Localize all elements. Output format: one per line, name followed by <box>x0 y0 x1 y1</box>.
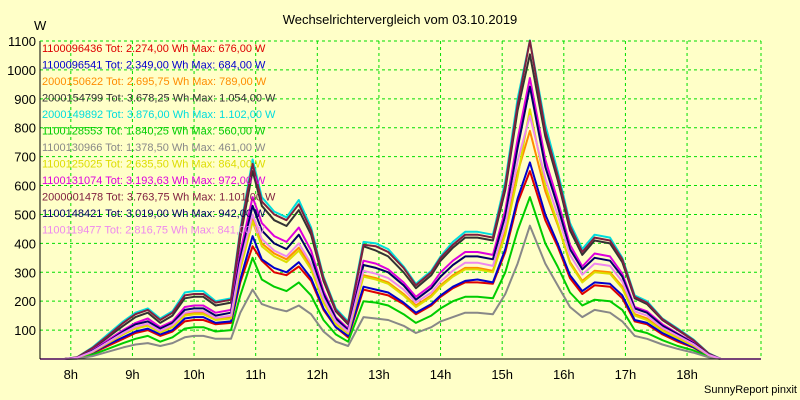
legend-entry-1100131074: 1100131074 Tot: 3.193,63 Wh Max: 972,00 … <box>42 175 266 187</box>
y-axis-label: W <box>34 18 47 33</box>
x-tick-label: 10h <box>183 367 205 382</box>
series-line-1100148421 <box>40 85 761 360</box>
x-tick-label: 15h <box>491 367 513 382</box>
legend-entry-1100125025: 1100125025 Tot: 2.635,50 Wh Max: 864,00 … <box>42 159 266 171</box>
y-tick-label: 800 <box>14 121 36 136</box>
series-line-1100125025 <box>40 108 761 360</box>
legend-entry-1100096436: 1100096436 Tot: 2.274,00 Wh Max: 676,00 … <box>42 43 266 55</box>
y-tick-label: 1000 <box>7 63 36 78</box>
legend-entry-2000154799: 2000154799 Tot: 3.678,25 Wh Max: 1.054,0… <box>42 93 276 105</box>
x-tick-label: 12h <box>306 367 328 382</box>
legend-entry-1100119477: 1100119477 Tot: 2.816,75 Wh Max: 841,00 … <box>42 225 265 237</box>
y-tick-label: 600 <box>14 179 36 194</box>
legend-entry-2000150622: 2000150622 Tot: 2.695,75 Wh Max: 789,00 … <box>42 76 267 88</box>
y-tick-label: 900 <box>14 92 36 107</box>
legend-entry-1100128553: 1100128553 Tot: 1.840,25 Wh Max: 560,00 … <box>42 126 266 138</box>
series-line-2000001478 <box>40 39 761 360</box>
x-tick-label: 14h <box>430 367 452 382</box>
y-tick-label: 100 <box>14 323 36 338</box>
series-line-1100096541 <box>40 161 761 360</box>
series-layer <box>40 39 761 360</box>
x-tick-label: 9h <box>125 367 139 382</box>
axes-layer: 100 200 300 400 500 600 700 800 900 1000 1100 8h 9h 1… <box>7 34 762 382</box>
legend-entry-1100148421: 1100148421 Tot: 3.019,00 Wh Max: 942,00 … <box>42 208 266 220</box>
grid-layer <box>40 40 761 359</box>
y-tick-label: 400 <box>14 236 36 251</box>
legend-entry-2000001478: 2000001478 Tot: 3.763,75 Wh Max: 1.101,0… <box>42 192 276 204</box>
chart-title: Wechselrichtervergleich vom 03.10.2019 <box>283 12 518 27</box>
y-tick-label: 1100 <box>8 34 36 49</box>
x-tick-label: 16h <box>553 367 575 382</box>
series-line-1100128553 <box>40 196 761 360</box>
x-tick-label: 17h <box>615 367 637 382</box>
series-line-1100130966 <box>40 224 761 360</box>
legend: 1100096436 Tot: 2.274,00 Wh Max: 676,00 … <box>42 43 276 237</box>
x-tick-label: 18h <box>676 367 698 382</box>
legend-entry-1100096541: 1100096541 Tot: 2.349,00 Wh Max: 684,00 … <box>42 60 266 72</box>
x-tick-label: 11h <box>245 367 266 382</box>
y-tick-label: 200 <box>14 294 36 309</box>
y-tick-label: 700 <box>14 150 36 165</box>
y-tick-label: 300 <box>14 265 36 280</box>
x-tick-label: 13h <box>368 367 390 382</box>
legend-entry-2000149892: 2000149892 Tot: 3.876,00 Wh Max: 1.102,0… <box>42 109 276 121</box>
legend-entry-1100130966: 1100130966 Tot: 1.378,50 Wh Max: 461,00 … <box>42 142 266 154</box>
y-tick-label: 500 <box>14 207 36 222</box>
footer-credit: SunnyReport pinxit <box>704 384 797 396</box>
plot-area <box>40 41 761 359</box>
x-tick-label: 8h <box>64 367 78 382</box>
series-line-1100119477 <box>40 114 761 360</box>
